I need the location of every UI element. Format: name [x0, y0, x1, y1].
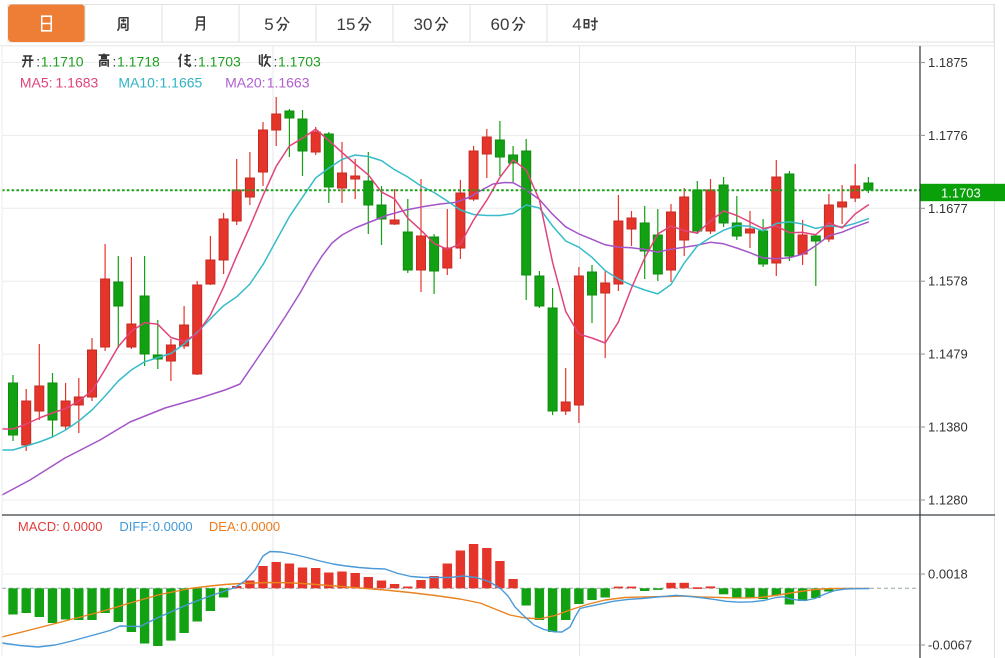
- svg-text::: :: [36, 54, 40, 70]
- svg-text:1.1578: 1.1578: [928, 274, 968, 289]
- svg-text:0.0000: 0.0000: [240, 519, 280, 534]
- svg-text:1.1776: 1.1776: [928, 128, 968, 143]
- svg-text:MA5:: MA5:: [20, 75, 53, 91]
- svg-text:1.1710: 1.1710: [41, 54, 84, 70]
- svg-text:1.1703: 1.1703: [941, 186, 981, 201]
- svg-text:DIFF:: DIFF:: [119, 519, 151, 534]
- svg-text:1.1380: 1.1380: [928, 420, 968, 435]
- svg-text:1.1875: 1.1875: [928, 55, 968, 70]
- svg-text:1.1663: 1.1663: [267, 75, 310, 91]
- svg-text:MA20:: MA20:: [225, 75, 265, 91]
- svg-text:60: 60: [491, 15, 510, 34]
- svg-text:30: 30: [414, 15, 433, 34]
- svg-text::: :: [274, 54, 278, 70]
- svg-text:5: 5: [264, 15, 273, 34]
- svg-text:4: 4: [572, 15, 581, 34]
- svg-text:DEA:: DEA:: [209, 519, 239, 534]
- svg-text:15: 15: [337, 15, 356, 34]
- svg-text:0.0000: 0.0000: [63, 519, 103, 534]
- svg-text:1.1665: 1.1665: [160, 75, 203, 91]
- svg-text:MA10:: MA10:: [118, 75, 158, 91]
- svg-text:1.1703: 1.1703: [198, 54, 241, 70]
- svg-text:1.1683: 1.1683: [56, 75, 99, 91]
- svg-text:1.1718: 1.1718: [117, 54, 160, 70]
- svg-text:1.1280: 1.1280: [928, 493, 968, 508]
- svg-text::: :: [194, 54, 198, 70]
- svg-text:1.1479: 1.1479: [928, 347, 968, 362]
- svg-text:0.0000: 0.0000: [153, 519, 193, 534]
- svg-text:1.1703: 1.1703: [278, 54, 321, 70]
- svg-text:0.0018: 0.0018: [928, 567, 968, 582]
- svg-text::: :: [113, 54, 117, 70]
- svg-text:-0.0067: -0.0067: [928, 638, 972, 653]
- svg-text:1.1677: 1.1677: [928, 201, 968, 216]
- svg-text:MACD:: MACD:: [18, 519, 60, 534]
